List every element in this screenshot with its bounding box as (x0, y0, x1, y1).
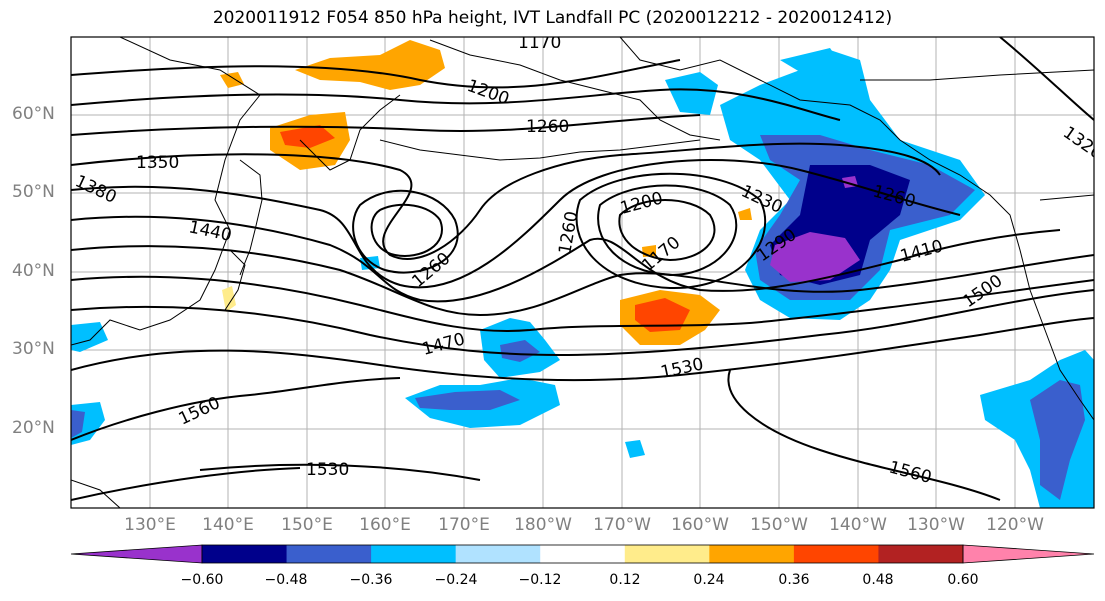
colorbar-segment (540, 545, 626, 563)
colorbar-tick-label: 0.48 (862, 572, 894, 588)
lat-label: 20°N (12, 418, 55, 438)
colorbar-tick-label: −0.12 (518, 572, 562, 588)
colorbar-segment (624, 545, 710, 563)
map-area: 1170 1200 1260 1350 1380 1440 1260 1200 … (71, 33, 1094, 508)
shade-japan-yellow (222, 286, 236, 312)
lon-label: 170°W (593, 515, 651, 535)
shade-south-blue (415, 390, 520, 410)
colorbar-tick-label: −0.24 (434, 572, 478, 588)
shade-small-orange (220, 72, 244, 88)
colorbar-segment (709, 545, 795, 563)
lon-label: 180°W (514, 515, 572, 535)
shade-small-orange2 (738, 208, 752, 220)
lat-label: 60°N (12, 104, 55, 124)
colorbar-tick-label: −0.36 (349, 572, 393, 588)
lon-label: 160°E (359, 515, 411, 535)
contour-label: 1350 (136, 153, 179, 173)
colorbar (70, 544, 1095, 564)
lat-label: 50°N (12, 182, 55, 202)
lon-label: 130°E (124, 515, 176, 535)
coastlines (71, 37, 1094, 508)
shade-central-blue (500, 340, 540, 362)
colorbar-segment (70, 544, 203, 564)
colorbar-tick-label: 0.12 (609, 572, 641, 588)
colorbar-segment (878, 545, 964, 563)
colorbar-segment (455, 545, 541, 563)
lon-label: 140°E (202, 515, 254, 535)
colorbar-segment (793, 545, 879, 563)
lon-label: 120°W (986, 515, 1044, 535)
map-title: 2020011912 F054 850 hPa height, IVT Land… (212, 8, 893, 28)
colorbar-segment (962, 544, 1095, 564)
colorbar-tick-label: −0.60 (180, 572, 224, 588)
colorbar-segment (286, 545, 372, 563)
lon-label: 170°E (438, 515, 490, 535)
lat-label: 40°N (12, 261, 55, 281)
contour-label: 1260 (526, 117, 569, 137)
map-frame (70, 36, 1095, 509)
lon-label: 140°W (829, 515, 887, 535)
lon-label: 160°W (671, 515, 729, 535)
shade-se-blue (1030, 380, 1085, 500)
contour-label: 1530 (306, 460, 349, 480)
shade-okhotsk-red (280, 125, 335, 148)
lon-label: 150°E (281, 515, 333, 535)
shade-pacific-red (635, 298, 690, 332)
colorbar-tick-label: −0.48 (264, 572, 308, 588)
colorbar-segment (371, 545, 457, 563)
shade-alaska-cyan (665, 72, 718, 115)
gridlines (71, 37, 1094, 508)
lon-label: 130°W (907, 515, 965, 535)
colorbar-outline (201, 544, 964, 564)
lon-label: 150°W (750, 515, 808, 535)
shade-hawaii-cyan (625, 440, 645, 458)
shade-west-blue (71, 410, 85, 438)
lat-label: 30°N (12, 339, 55, 359)
colorbar-tick-label: 0.36 (778, 572, 810, 588)
colorbar-tick-label: 0.24 (693, 572, 725, 588)
height-contours (71, 37, 1094, 501)
colorbar-tick-label: 0.60 (947, 572, 979, 588)
shade-ne-pacific-purple (770, 232, 860, 282)
contour-label: 1170 (518, 33, 561, 53)
colorbar-segment (202, 545, 288, 563)
shade-west-cyan (71, 322, 108, 352)
shade-bering-cyan (780, 48, 845, 78)
